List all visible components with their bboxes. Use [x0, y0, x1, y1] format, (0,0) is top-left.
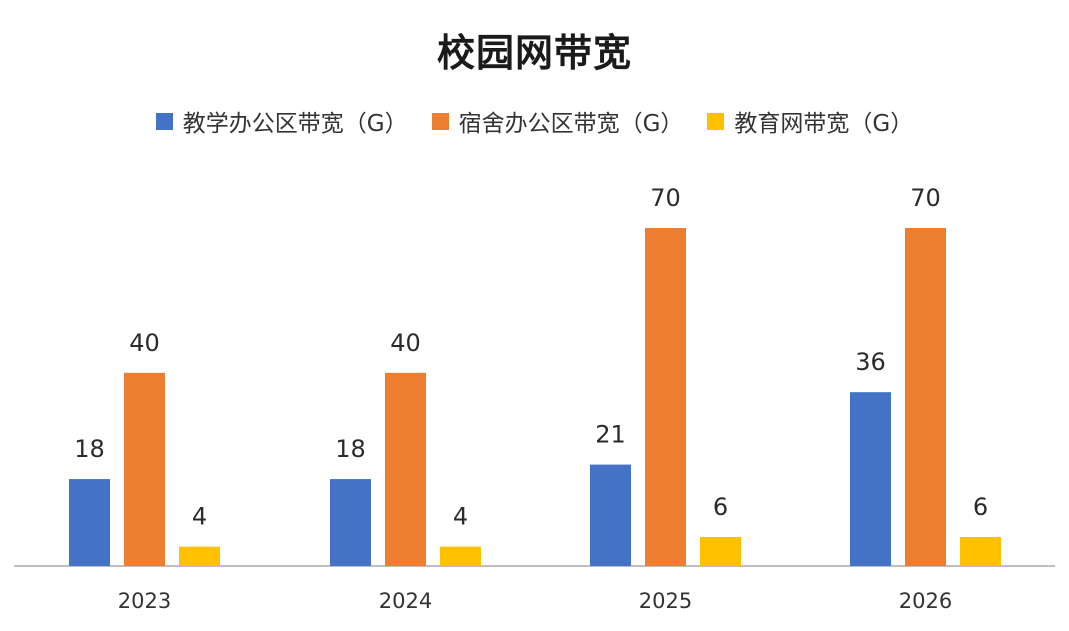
- data-label-2025-series-1: 70: [650, 184, 681, 212]
- chart-title: 校园网带宽: [436, 31, 632, 75]
- data-label-2023-series-0: 18: [74, 435, 105, 463]
- data-label-2024-series-0: 18: [335, 435, 366, 463]
- data-label-2023-series-1: 40: [129, 329, 160, 357]
- bar-2026-series-2: [960, 537, 1001, 566]
- bar-2025-series-0: [590, 464, 631, 566]
- legend-label-dorm: 宿舍办公区带宽（G）: [458, 111, 684, 137]
- legend-label-teaching: 教学办公区带宽（G）: [182, 111, 408, 137]
- data-label-2025-series-0: 21: [595, 421, 626, 449]
- legend: 教学办公区带宽（G） 宿舍办公区带宽（G） 教育网带宽（G）: [0, 104, 1069, 138]
- data-label-2026-series-0: 36: [855, 348, 886, 376]
- legend-swatch-edunet: [707, 112, 725, 130]
- x-tick-label-2025: 2025: [639, 589, 692, 613]
- bar-2025-series-1: [645, 228, 686, 566]
- data-label-2025-series-2: 6: [713, 493, 728, 521]
- x-tick-label-2024: 2024: [379, 589, 432, 613]
- bar-2025-series-2: [700, 537, 741, 566]
- data-label-2024-series-1: 40: [390, 329, 421, 357]
- x-tick-label-2023: 2023: [118, 589, 171, 613]
- legend-swatch-teaching: [155, 112, 173, 130]
- data-label-2023-series-2: 4: [192, 503, 207, 531]
- bar-2024-series-0: [330, 479, 371, 566]
- data-label-2026-series-2: 6: [973, 493, 988, 521]
- legend-item-edunet: 教育网带宽（G）: [707, 104, 913, 138]
- legend-swatch-dorm: [431, 112, 449, 130]
- legend-item-teaching: 教学办公区带宽（G）: [155, 104, 408, 138]
- bar-2024-series-1: [385, 372, 426, 566]
- bar-2026-series-0: [850, 392, 891, 566]
- data-label-2026-series-1: 70: [910, 184, 941, 212]
- bar-2023-series-1: [124, 372, 165, 566]
- bar-2023-series-0: [69, 479, 110, 566]
- bar-2023-series-2: [179, 546, 220, 566]
- legend-item-dorm: 宿舍办公区带宽（G）: [431, 104, 684, 138]
- bar-2026-series-1: [905, 228, 946, 566]
- data-label-2024-series-2: 4: [453, 503, 468, 531]
- legend-label-edunet: 教育网带宽（G）: [734, 111, 914, 137]
- bar-2024-series-2: [440, 546, 481, 566]
- x-tick-label-2026: 2026: [899, 589, 952, 613]
